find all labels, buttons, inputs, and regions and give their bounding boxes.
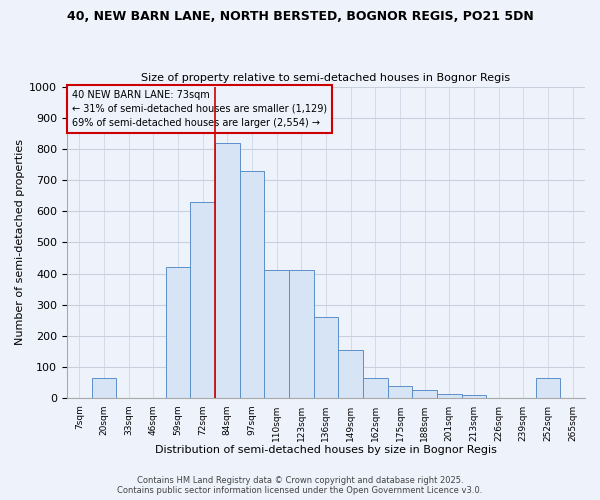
Bar <box>314 317 338 398</box>
Bar <box>338 350 363 398</box>
Bar <box>363 378 388 398</box>
Bar <box>239 170 264 398</box>
Bar <box>215 142 239 398</box>
X-axis label: Distribution of semi-detached houses by size in Bognor Regis: Distribution of semi-detached houses by … <box>155 445 497 455</box>
Bar <box>264 270 289 398</box>
Bar <box>92 378 116 398</box>
Bar <box>388 386 412 398</box>
Bar <box>289 270 314 398</box>
Bar <box>412 390 437 398</box>
Bar <box>166 268 190 398</box>
Text: Contains HM Land Registry data © Crown copyright and database right 2025.
Contai: Contains HM Land Registry data © Crown c… <box>118 476 482 495</box>
Text: 40 NEW BARN LANE: 73sqm
← 31% of semi-detached houses are smaller (1,129)
69% of: 40 NEW BARN LANE: 73sqm ← 31% of semi-de… <box>72 90 327 128</box>
Title: Size of property relative to semi-detached houses in Bognor Regis: Size of property relative to semi-detach… <box>142 73 511 83</box>
Bar <box>437 394 461 398</box>
Bar <box>461 395 487 398</box>
Y-axis label: Number of semi-detached properties: Number of semi-detached properties <box>15 140 25 346</box>
Bar <box>190 202 215 398</box>
Bar <box>536 378 560 398</box>
Text: 40, NEW BARN LANE, NORTH BERSTED, BOGNOR REGIS, PO21 5DN: 40, NEW BARN LANE, NORTH BERSTED, BOGNOR… <box>67 10 533 23</box>
